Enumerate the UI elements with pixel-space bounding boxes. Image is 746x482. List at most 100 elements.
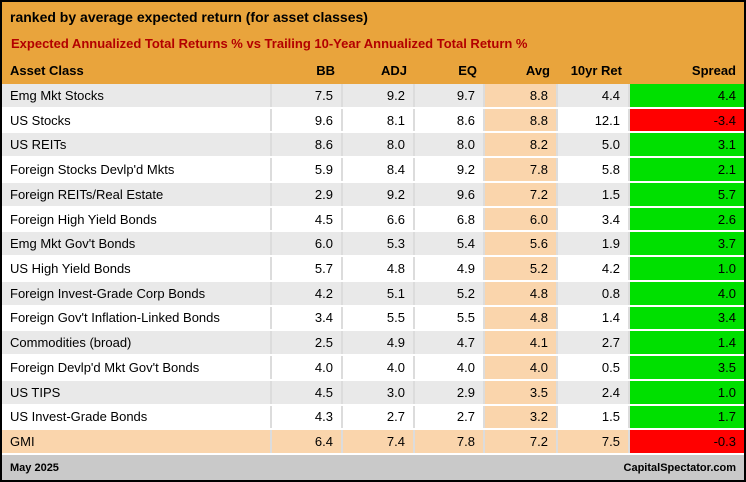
asset-class-cell: Emg Mkt Gov't Bonds [2,232,272,256]
table-row: US TIPS 4.5 3.0 2.9 3.5 2.4 1.0 [2,380,744,406]
spread-cell: 3.1 [630,133,744,157]
tenyr-cell: 1.5 [558,182,630,206]
eq-cell: 9.6 [415,182,485,206]
col-bb: BB [316,62,335,78]
asset-class-cell: US Stocks [2,108,272,132]
adj-cell: 4.8 [343,257,415,280]
avg-cell: 4.8 [485,281,558,305]
bb-cell: 4.5 [272,207,343,231]
asset-class-cell: US Invest-Grade Bonds [2,405,272,429]
table-row: Foreign High Yield Bonds 4.5 6.6 6.8 6.0 3.4 2… [2,207,744,233]
adj-cell: 8.4 [343,158,415,181]
tenyr-cell: 0.5 [558,356,630,379]
avg-cell: 8.8 [485,108,558,132]
spread-cell: 2.6 [630,207,744,231]
tenyr-cell: 5.8 [558,158,630,181]
adj-cell: 5.1 [343,281,415,305]
table-row: Emg Mkt Gov't Bonds 6.0 5.3 5.4 5.6 1.9 3.7 [2,232,744,258]
adj-cell: 2.7 [343,405,415,429]
table-body: Emg Mkt Stocks 7.5 9.2 9.7 8.8 4.4 4.4 US Stoc… [2,84,744,456]
eq-cell: 2.7 [415,405,485,429]
adj-cell: 8.1 [343,108,415,132]
bb-cell: 4.2 [272,281,343,305]
col-asset-class: Asset Class [10,62,84,78]
spread-cell: 5.7 [630,182,744,206]
tenyr-cell: 5.0 [558,133,630,157]
spread-cell: 3.7 [630,232,744,256]
spread-cell: 4.4 [630,84,744,107]
spread-cell: 1.0 [630,380,744,404]
eq-cell: 4.9 [415,257,485,280]
eq-cell: 8.6 [415,108,485,132]
table-row: Emg Mkt Stocks 7.5 9.2 9.7 8.8 4.4 4.4 [2,84,744,109]
eq-cell: 9.7 [415,84,485,107]
tenyr-cell: 3.4 [558,207,630,231]
avg-cell: 6.0 [485,207,558,231]
col-10yr-ret: 10yr Ret [570,62,622,78]
spread-cell: 3.4 [630,306,744,330]
eq-cell: 4.7 [415,331,485,355]
column-header-row: Asset Class BB ADJ EQ Avg 10yr Ret Sprea… [2,56,744,84]
spread-cell: -0.3 [630,430,744,454]
eq-cell: 9.2 [415,158,485,181]
bb-cell: 2.5 [272,331,343,355]
bb-cell: 5.9 [272,158,343,181]
asset-class-cell: Commodities (broad) [2,331,272,355]
avg-cell: 7.2 [485,182,558,206]
avg-cell: 5.6 [485,232,558,256]
table-row: US Stocks 9.6 8.1 8.6 8.8 12.1 -3.4 [2,108,744,134]
adj-cell: 4.0 [343,356,415,379]
table-row: Foreign Invest-Grade Corp Bonds 4.2 5.1 5.2… [2,281,744,307]
avg-cell: 4.1 [485,331,558,355]
eq-cell: 5.4 [415,232,485,256]
adj-cell: 5.5 [343,306,415,330]
avg-cell: 8.8 [485,84,558,107]
asset-class-cell: Emg Mkt Stocks [2,84,272,107]
eq-cell: 8.0 [415,133,485,157]
tenyr-cell: 4.4 [558,84,630,107]
table-subtitle: Expected Annualized Total Returns % vs T… [11,36,528,51]
bb-cell: 8.6 [272,133,343,157]
bb-cell: 4.5 [272,380,343,404]
eq-cell: 2.9 [415,380,485,404]
asset-class-cell: Foreign High Yield Bonds [2,207,272,231]
col-spread: Spread [691,62,736,78]
col-avg: Avg [525,62,550,78]
adj-cell: 5.3 [343,232,415,256]
avg-cell: 4.8 [485,306,558,330]
eq-cell: 4.0 [415,356,485,379]
avg-cell: 7.2 [485,430,558,454]
eq-cell: 6.8 [415,207,485,231]
spread-cell: 1.0 [630,257,744,280]
table-row: Foreign Stocks Devlp'd Mkts 5.9 8.4 9.2 7.8 5… [2,158,744,183]
bb-cell: 3.4 [272,306,343,330]
asset-class-cell: Foreign Devlp'd Mkt Gov't Bonds [2,356,272,379]
table-row: Foreign Devlp'd Mkt Gov't Bonds 4.0 4.0 4.0… [2,356,744,381]
avg-cell: 7.8 [485,158,558,181]
tenyr-cell: 2.4 [558,380,630,404]
table-row: US High Yield Bonds 5.7 4.8 4.9 5.2 4.2 1.0 [2,257,744,282]
table-row-gmi: GMI 6.4 7.4 7.8 7.2 7.5 -0.3 [2,430,744,456]
bb-cell: 7.5 [272,84,343,107]
footer-date: May 2025 [10,461,59,474]
asset-class-cell: Foreign Gov't Inflation-Linked Bonds [2,306,272,330]
tenyr-cell: 1.4 [558,306,630,330]
col-eq: EQ [458,62,477,78]
table-row: Foreign Gov't Inflation-Linked Bonds 3.4 5… [2,306,744,332]
adj-cell: 9.2 [343,84,415,107]
adj-cell: 4.9 [343,331,415,355]
spread-cell: -3.4 [630,108,744,132]
tenyr-cell: 7.5 [558,430,630,454]
tenyr-cell: 1.5 [558,405,630,429]
bb-cell: 5.7 [272,257,343,280]
spread-cell: 4.0 [630,281,744,305]
eq-cell: 5.5 [415,306,485,330]
footer-site-credit: CapitalSpectator.com [623,461,736,474]
bb-cell: 9.6 [272,108,343,132]
tenyr-cell: 1.9 [558,232,630,256]
avg-cell: 8.2 [485,133,558,157]
spread-cell: 1.7 [630,405,744,429]
asset-class-cell: US REITs [2,133,272,157]
table-row: Commodities (broad) 2.5 4.9 4.7 4.1 2.7 1.4 [2,331,744,357]
